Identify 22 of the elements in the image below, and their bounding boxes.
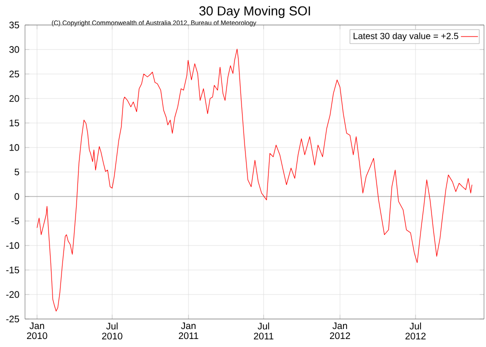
x-tick-label: Jan 2010: [26, 322, 48, 340]
y-tick-label: -25: [6, 316, 20, 322]
y-tick-label: -5: [12, 218, 20, 224]
y-tick-label: -15: [6, 266, 20, 274]
y-tick-label: 20: [9, 95, 20, 102]
y-tick-label: 10: [10, 144, 20, 151]
x-tick-label: Jul 2010: [102, 322, 122, 340]
legend-label: Latest 30 day value = +2.5: [354, 32, 458, 41]
x-tick-label: Jan 2011: [178, 322, 198, 340]
x-tick-label: Jul 2011: [254, 322, 274, 340]
y-tick-label: -20: [6, 291, 20, 298]
y-tick-label: 15: [10, 120, 20, 126]
x-tick-label: Jul 2012: [405, 322, 426, 340]
y-tick-label: -10: [6, 242, 20, 249]
chart-title: 30 Day Moving SOI: [199, 6, 310, 18]
y-tick-label: 0: [14, 193, 20, 200]
y-tick-label: 5: [14, 168, 20, 176]
x-tick-label: Jan 2012: [330, 322, 350, 340]
y-tick-label: 25: [9, 70, 20, 78]
line-series: [36, 48, 472, 312]
y-tick-label: 30: [9, 46, 20, 53]
y-tick-label: 35: [9, 22, 20, 28]
